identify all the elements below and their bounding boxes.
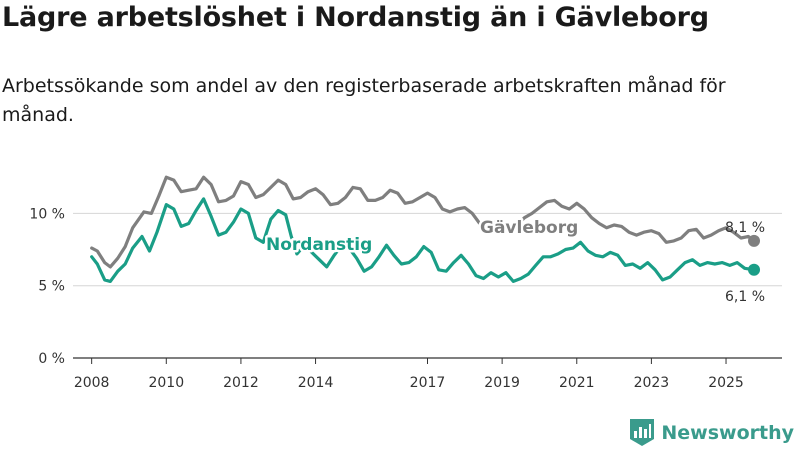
x-tick-label: 2017	[410, 375, 446, 391]
y-tick-label: 5 %	[38, 279, 65, 295]
y-tick-label: 0 %	[38, 351, 65, 367]
brand-name: Newsworthy	[661, 421, 794, 444]
gridlines	[73, 212, 782, 287]
series-label-gavleborg: Gävleborg	[480, 218, 578, 238]
newsworthy-brand: Newsworthy	[630, 419, 794, 446]
series-end-dot-gavleborg	[748, 234, 761, 247]
x-tick-label: 2010	[148, 375, 184, 391]
series-end-label-gavleborg: 8,1 %	[725, 220, 765, 236]
chart-subtitle: Arbetssökande som andel av den registerb…	[2, 75, 726, 126]
x-tick-label: 2012	[223, 375, 259, 391]
page-title: Lägre arbetslöshet i Nordanstig än i Gäv…	[2, 2, 709, 33]
series-labels: Gävleborg 8,1 % Nordanstig 6,1 %	[264, 216, 766, 306]
x-tick-label: 2021	[559, 375, 595, 391]
x-tick-label: 2019	[484, 375, 520, 391]
series-end-label-nordanstig: 6,1 %	[725, 289, 765, 305]
series-end-dot-nordanstig	[748, 263, 761, 276]
x-tick-label: 2025	[708, 375, 744, 391]
series-lines	[90, 175, 761, 283]
newsworthy-logo-icon	[630, 419, 655, 446]
series-line-gavleborg	[90, 175, 756, 269]
x-tick-label: 2023	[634, 375, 670, 391]
y-tick-label: 10 %	[29, 206, 65, 222]
x-tick-label: 2008	[74, 375, 110, 391]
series-label-nordanstig: Nordanstig	[266, 235, 372, 255]
x-axis-ticks: 2008 2010 2012 2014 2017 2019 2021 2023 2025	[74, 358, 744, 391]
series-line-nordanstig	[90, 197, 756, 283]
y-axis-ticks: 0 % 5 % 10 %	[29, 206, 65, 367]
x-tick-label: 2014	[298, 375, 334, 391]
